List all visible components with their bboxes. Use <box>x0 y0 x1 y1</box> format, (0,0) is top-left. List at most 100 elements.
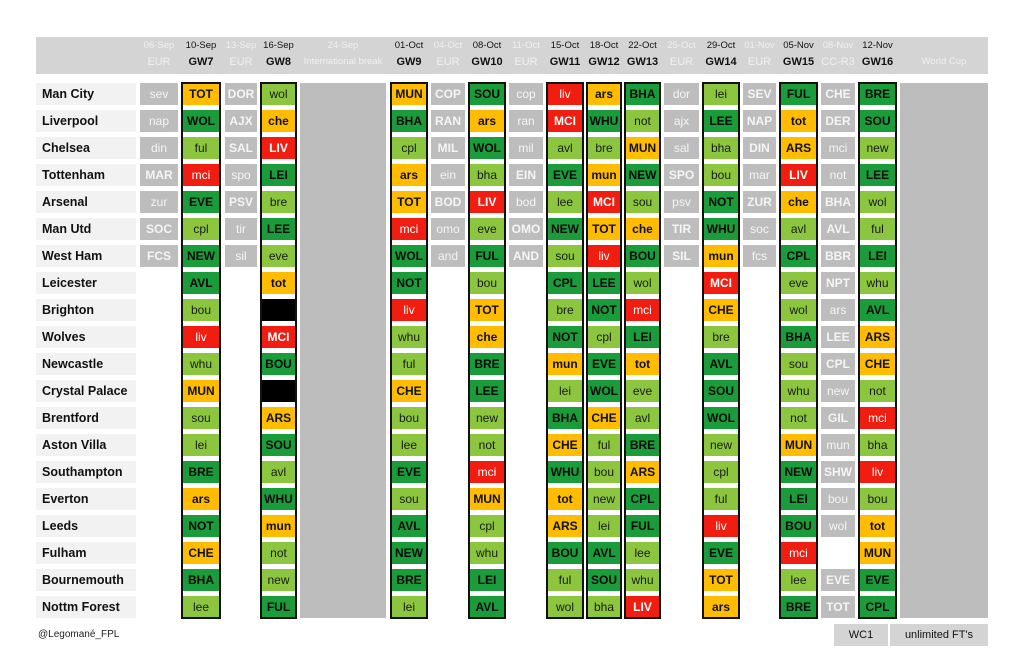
fixture-cell: not <box>780 407 817 429</box>
fixture-cell: lee <box>547 191 583 213</box>
fixture-cell: ful <box>587 434 621 456</box>
fixture-cell: LIV <box>469 191 505 213</box>
fixture-cell: DIN <box>743 137 776 159</box>
fixture-cell: cop <box>509 83 543 105</box>
team-name: Newcastle <box>36 353 136 375</box>
fixture-cell: BRE <box>182 461 220 483</box>
fixture-cell: NEW <box>391 542 427 564</box>
fixture-cell: bou <box>182 299 220 321</box>
team-name: Leeds <box>36 515 136 537</box>
fixture-cell <box>509 407 543 429</box>
fixture-cell: BHA <box>821 191 855 213</box>
fixture-cell: EVE <box>547 164 583 186</box>
column-date: 16-Sep <box>263 40 294 51</box>
fixture-cell: CHE <box>391 380 427 402</box>
fixture-cell: MUN <box>780 434 817 456</box>
fixture-cell <box>509 380 543 402</box>
team-name: Leicester <box>36 272 136 294</box>
column-gameweek: GW13 <box>626 56 659 68</box>
fixture-cell: AVL <box>469 596 505 618</box>
fixture-cell: LEI <box>859 245 896 267</box>
team-name: Brighton <box>36 299 136 321</box>
fixture-cell <box>743 515 776 537</box>
team-name: West Ham <box>36 245 136 267</box>
fixture-cell: not <box>469 434 505 456</box>
team-name: Everton <box>36 488 136 510</box>
fixture-cell: LEI <box>469 569 505 591</box>
column-gameweek: EUR <box>147 56 171 68</box>
fixture-cell <box>225 488 257 510</box>
fixture-cell: WOL <box>391 245 427 267</box>
fixture-cell: WHU <box>587 110 621 132</box>
fixture-cell: TOT <box>821 596 855 618</box>
fixture-cell: cpl <box>703 461 739 483</box>
column-date: 13-Sep <box>225 40 257 51</box>
fixture-cell: mun <box>587 164 621 186</box>
fixture-cell: whu <box>182 353 220 375</box>
fixture-cell: sal <box>664 137 699 159</box>
fixture-cell: CPL <box>780 245 817 267</box>
fixture-cell: new <box>859 137 896 159</box>
fixture-cell: mil <box>509 137 543 159</box>
fixture-cell: whu <box>391 326 427 348</box>
fixture-cell: MCI <box>547 110 583 132</box>
fixture-cell: tir <box>225 218 257 240</box>
fixture-cell: BRE <box>859 83 896 105</box>
fixture-cell: dor <box>664 83 699 105</box>
fixture-cell: che <box>625 218 660 240</box>
fixture-cell: BOU <box>780 515 817 537</box>
fixture-cell: BHA <box>182 569 220 591</box>
fixture-cell: new <box>703 434 739 456</box>
fixture-cell: MIL <box>431 137 465 159</box>
fixture-cell: ful <box>859 218 896 240</box>
fixture-cell <box>140 542 178 564</box>
fixture-cell <box>140 596 178 618</box>
fixture-cell: WOL <box>182 110 220 132</box>
fixture-cell: FUL <box>469 245 505 267</box>
fixture-cell <box>664 569 699 591</box>
fixture-cell: wol <box>780 299 817 321</box>
fixture-cell: LEE <box>821 326 855 348</box>
wildcard-chip-label: WC1 <box>834 624 888 646</box>
fixture-cell: LEI <box>625 326 660 348</box>
column-gameweek: GW7 <box>188 56 214 68</box>
fixture-cell: din <box>140 137 178 159</box>
fixture-cell: eve <box>469 218 505 240</box>
fixture-cell <box>261 380 296 402</box>
fixture-cell: NAP <box>743 110 776 132</box>
fixture-cell: CHE <box>859 353 896 375</box>
fixture-cell: PSV <box>225 191 257 213</box>
fixture-cell: ars <box>587 83 621 105</box>
column-gameweek: EUR <box>747 56 772 68</box>
fixture-cell: SOU <box>469 83 505 105</box>
fixture-cell <box>140 461 178 483</box>
fixture-cell: TOT <box>469 299 505 321</box>
fixture-cell <box>225 461 257 483</box>
fixture-cell: eve <box>780 272 817 294</box>
fixture-cell: lei <box>547 380 583 402</box>
team-name: Fulham <box>36 542 136 564</box>
fixture-cell <box>509 353 543 375</box>
fixture-cell: MCI <box>587 191 621 213</box>
fixture-cell: MAR <box>140 164 178 186</box>
column-date: 11-Oct <box>512 40 540 51</box>
fixture-cell: MUN <box>469 488 505 510</box>
fixture-cell: AVL <box>587 542 621 564</box>
column-gameweek: EUR <box>436 56 460 68</box>
team-name: Bournemouth <box>36 569 136 591</box>
column-gameweek: GW11 <box>549 56 581 68</box>
column-date: 01-Nov <box>744 40 775 51</box>
fixture-cell: sou <box>780 353 817 375</box>
fixture-cell <box>140 272 178 294</box>
fixture-cell: TOT <box>391 191 427 213</box>
fixture-cell: omo <box>431 218 465 240</box>
fixture-cell: CPL <box>625 488 660 510</box>
fixture-cell <box>664 434 699 456</box>
fixture-cell: liv <box>547 83 583 105</box>
fixture-cell: bou <box>859 488 896 510</box>
fixture-cell: ARS <box>625 461 660 483</box>
column-gameweek: EUR <box>669 56 694 68</box>
fixture-cell <box>140 299 178 321</box>
fixture-cell: NPT <box>821 272 855 294</box>
fixture-cell: AVL <box>859 299 896 321</box>
